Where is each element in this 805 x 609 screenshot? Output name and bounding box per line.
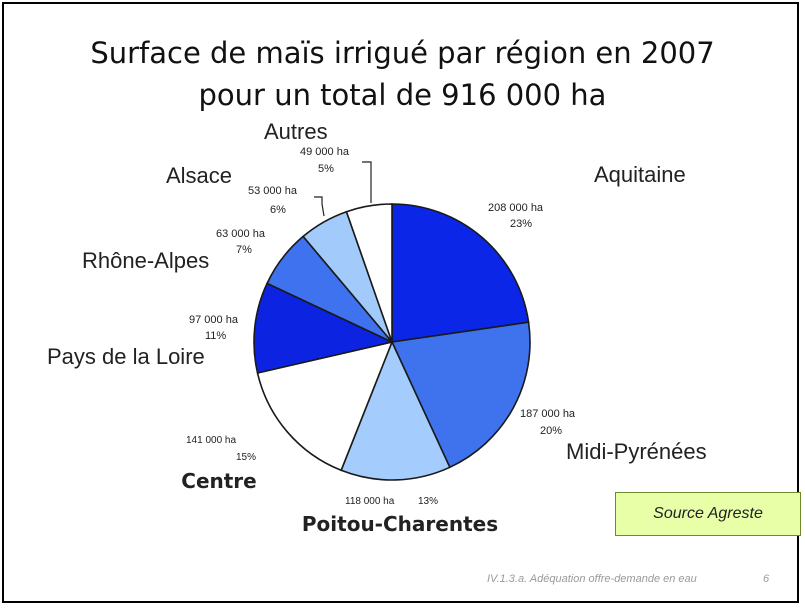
slide-title: Surface de maïs irrigué par région en 20… (0, 32, 805, 116)
value-label-pays-de-la-loire: 97 000 ha (189, 314, 239, 326)
value-label-poitou-charentes: 118 000 ha (345, 496, 395, 507)
leader-line-alsace (314, 196, 325, 217)
leader-line-autres (362, 161, 372, 203)
value-label-alsace: 53 000 ha (248, 185, 298, 197)
region-label-pays-de-la-loire: Pays de la Loire (47, 344, 205, 369)
region-label-midi-pyrenees: Midi-Pyrénées (566, 439, 707, 464)
region-label-autres: Autres (264, 119, 328, 144)
title-line-1: Surface de maïs irrigué par région en 20… (90, 36, 715, 70)
value-label-autres: 49 000 ha (300, 146, 350, 158)
title-line-2: pour un total de 916 000 ha (198, 78, 607, 112)
pie-slice-centre (256, 340, 394, 472)
region-label-aquitaine: Aquitaine (594, 162, 686, 187)
source-box: Source Agreste (615, 492, 801, 536)
region-label-centre: Centre (181, 469, 256, 493)
value-label-centre: 141 000 ha (186, 435, 236, 446)
pie-slice-pays-de-la-loire (253, 282, 395, 374)
page-number: 6 (763, 573, 770, 585)
pie-slice-aquitaine (391, 203, 530, 343)
percent-label-centre: 15% (236, 452, 256, 463)
percent-label-midi-pyrenees: 20% (540, 425, 562, 437)
pie-slice-poitou-charentes (340, 339, 451, 481)
percent-label-autres: 5% (318, 163, 334, 175)
value-label-aquitaine: 208 000 ha (488, 202, 544, 214)
source-label: Source Agreste (653, 505, 763, 522)
pie-slice-midi-pyrenees (390, 321, 531, 469)
percent-label-pays-de-la-loire: 11% (205, 330, 226, 342)
footer-text: IV.1.3.a. Adéquation offre-demande en ea… (487, 573, 697, 585)
region-label-rhone-alpes: Rhône-Alpes (82, 248, 209, 273)
pie-slice-autres (345, 203, 393, 343)
percent-label-alsace: 6% (270, 204, 286, 216)
percent-label-poitou-charentes: 13% (418, 496, 438, 507)
region-label-poitou-charentes: Poitou-Charentes (302, 512, 498, 536)
value-label-rhone-alpes: 63 000 ha (216, 228, 266, 240)
region-label-alsace: Alsace (166, 163, 232, 188)
percent-label-aquitaine: 23% (510, 218, 532, 230)
value-label-midi-pyrenees: 187 000 ha (520, 408, 576, 420)
percent-label-rhone-alpes: 7% (236, 244, 252, 256)
